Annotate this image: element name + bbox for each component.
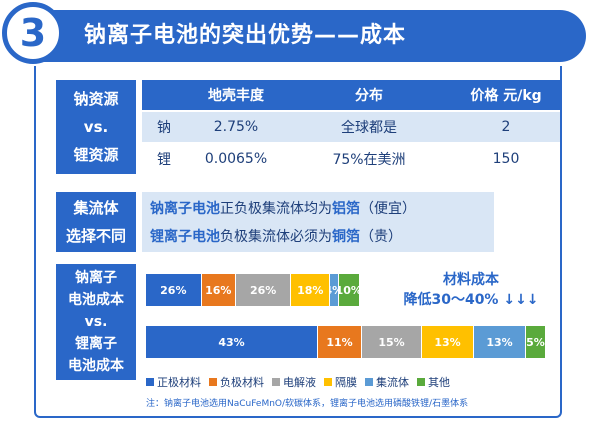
legend-swatch [209, 378, 217, 386]
page-title: 钠离子电池的突出优势——成本 [84, 23, 407, 48]
sodium-segment-2: 26% [235, 274, 292, 306]
sodium-segment-4: 4% [330, 274, 339, 306]
table-cell: 150 [452, 144, 560, 174]
cost-label: 钠离子 电池成本 vs. 锂离子 电池成本 [56, 264, 136, 380]
legend-label: 隔膜 [335, 376, 357, 389]
collector-box: 钠离子电池正负极集流体均为铝箔（便宜） 锂离子电池负极集流体必须为铜箔（贵） [142, 192, 494, 252]
cost-label-line: vs. [84, 314, 108, 330]
lithium-segment-3: 13% [422, 326, 474, 358]
table-row: 锂 0.0065% 75%在美洲 150 [142, 144, 560, 174]
lithium-segment-0: 43% [146, 326, 318, 358]
resources-label-line: vs. [83, 118, 109, 136]
legend-item: 正极材料 [146, 374, 201, 390]
legend-item: 集流体 [365, 374, 409, 390]
sodium-segment-5: 10% [338, 274, 360, 306]
title-banner [8, 10, 586, 62]
table-cell: 全球都是 [286, 112, 452, 142]
cost-label-line: 锂离子 [75, 336, 117, 352]
sodium-cost-bar: 26%16%26%18%4%10% [146, 274, 360, 306]
section-number: 3 [19, 11, 47, 55]
resources-label: 钠资源 vs. 锂资源 [56, 80, 136, 174]
collector-line-sodium: 钠离子电池正负极集流体均为铝箔（便宜） [150, 201, 416, 217]
footnote: 注：钠离子电池选用NaCuFeMnO/软碳体系，锂离子电池选用磷酸铁锂/石墨体系 [146, 399, 469, 409]
sodium-segment-3: 18% [291, 274, 330, 306]
lithium-segment-1: 11% [318, 326, 362, 358]
legend-swatch [417, 378, 425, 386]
table-cell: 75%在美洲 [286, 144, 452, 174]
resources-label-line: 钠资源 [73, 90, 119, 108]
header-cell: 分布 [286, 80, 452, 110]
header-cell [142, 80, 186, 110]
resources-label-line: 锂资源 [73, 146, 119, 164]
collector-line-lithium: 锂离子电池负极集流体必须为铜箔（贵） [150, 229, 402, 245]
lithium-segment-2: 15% [362, 326, 422, 358]
legend-swatch [272, 378, 280, 386]
legend-label: 电解液 [283, 376, 316, 389]
lithium-cost-bar: 43% 11% 15% 13% 13% 5% [146, 326, 546, 358]
material-cost-line: 材料成本 [443, 272, 499, 288]
table-cell: 钠 [142, 112, 186, 142]
material-cost-line: 降低30～40% ↓↓↓ [403, 292, 539, 308]
cost-legend: 正极材料 负极材料 电解液 隔膜 集流体 其他 [146, 374, 566, 390]
legend-swatch [365, 378, 373, 386]
sodium-segment-0: 26% [146, 274, 202, 306]
collector-label-line: 选择不同 [65, 227, 126, 245]
legend-label: 正极材料 [157, 376, 201, 389]
table-row: 钠 2.75% 全球都是 2 [142, 112, 560, 142]
cost-label-line: 钠离子 [75, 270, 117, 286]
legend-swatch [324, 378, 332, 386]
legend-item: 负极材料 [209, 374, 264, 390]
legend-item: 隔膜 [324, 374, 357, 390]
legend-label: 集流体 [376, 376, 409, 389]
table-cell: 锂 [142, 144, 186, 174]
table-cell: 2 [452, 112, 560, 142]
lithium-segment-4: 13% [474, 326, 526, 358]
resources-table: 地壳丰度 分布 价格 元/kg 钠 2.75% 全球都是 2 锂 0.0065%… [142, 80, 560, 174]
table-header-row: 地壳丰度 分布 价格 元/kg [142, 80, 560, 110]
legend-item: 其他 [417, 374, 450, 390]
legend-swatch [146, 378, 154, 386]
table-cell: 2.75% [186, 112, 286, 142]
collector-label-line: 集流体 [73, 199, 119, 217]
collector-label: 集流体 选择不同 [56, 192, 136, 252]
table-cell: 0.0065% [186, 144, 286, 174]
material-cost-note: 材料成本 降低30～40% ↓↓↓ [396, 270, 546, 310]
sodium-segment-1: 16% [201, 274, 236, 306]
header-cell: 地壳丰度 [186, 80, 286, 110]
cost-label-line: 电池成本 [68, 292, 124, 308]
legend-label: 负极材料 [220, 376, 264, 389]
section-number-badge: 3 [2, 2, 64, 64]
header-cell: 价格 元/kg [452, 80, 560, 110]
lithium-segment-5: 5% [526, 326, 546, 358]
legend-label: 其他 [428, 376, 450, 389]
cost-label-line: 电池成本 [68, 358, 124, 374]
legend-item: 电解液 [272, 374, 316, 390]
